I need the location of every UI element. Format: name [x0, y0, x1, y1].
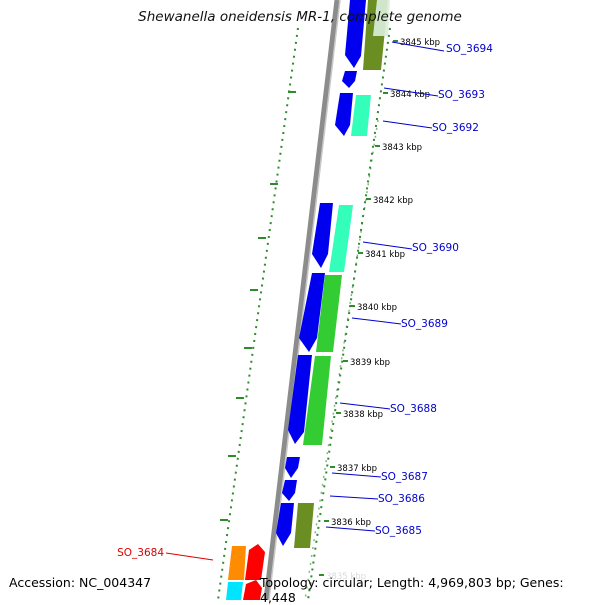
- gene-label: SO_3692: [432, 122, 479, 134]
- gene-label: SO_3690: [412, 242, 459, 254]
- gene-label-leader: [329, 495, 379, 500]
- gene-so3688-arrow: [288, 355, 312, 444]
- forward-genes: [276, 0, 366, 546]
- gene-label-leader: [325, 526, 376, 532]
- gene-so3693-arrow: [342, 71, 357, 88]
- ruler-label: 3844 kbp: [390, 90, 430, 100]
- gene-red-1: [245, 544, 265, 580]
- accession-text: Accession: NC_004347: [9, 575, 152, 590]
- inner-genes: [226, 0, 390, 600]
- ruler-label: 3838 kbp: [343, 410, 383, 420]
- gene-so3685-arrow: [276, 503, 294, 546]
- ruler-label: 3842 kbp: [373, 196, 413, 206]
- kbp-ruler: 3845 kbp 3844 kbp 3843 kbp 3842 kbp 3841 kbp…: [319, 38, 440, 582]
- gene-label-leader: [382, 120, 433, 129]
- gene-label-leader: [362, 241, 413, 250]
- ruler-label: 3841 kbp: [365, 250, 405, 260]
- gene-label-leader: [331, 472, 382, 478]
- topology-text: Topology: circular; Length: 4,969,803 bp…: [260, 575, 564, 605]
- gene-labels: SO_3694 SO_3693 SO_3692 SO_3690 SO_3689 SO_36…: [117, 41, 493, 561]
- gene-cyan-1: [226, 582, 243, 600]
- gene-olive-2: [294, 503, 314, 548]
- ruler-label: 3840 kbp: [357, 303, 397, 313]
- ruler-label: 3839 kbp: [350, 358, 390, 368]
- outer-tick-marks: [220, 91, 296, 521]
- gene-aqua-2: [329, 205, 353, 272]
- gene-label-leader: [351, 317, 402, 325]
- gene-label-leader: [383, 87, 439, 97]
- gene-label: SO_3687: [381, 471, 428, 483]
- gene-so3694-arrow: [345, 0, 366, 68]
- gene-red-2: [243, 580, 262, 600]
- gene-label: SO_3684: [117, 547, 164, 559]
- gene-label-leader: [391, 41, 445, 52]
- gene-so3687-arrow: [285, 457, 300, 478]
- gene-so3689-arrow: [299, 273, 325, 352]
- ruler-label: 3843 kbp: [382, 143, 422, 153]
- gene-so3686-arrow: [282, 480, 297, 501]
- far-inner-dotted-guide: [304, 119, 379, 600]
- gene-so3692-arrow: [335, 93, 353, 136]
- gene-label-leader: [165, 552, 214, 561]
- gene-pale-1: [373, 0, 390, 36]
- ruler-label: 3837 kbp: [337, 464, 377, 474]
- gene-aqua-1: [351, 95, 371, 136]
- gene-label: SO_3686: [378, 493, 425, 505]
- gene-label-leader: [339, 402, 391, 410]
- gene-label: SO_3689: [401, 318, 448, 330]
- ruler-label: 3835 kbp: [326, 572, 366, 582]
- ruler-label: 3845 kbp: [400, 38, 440, 48]
- ruler-label: 3836 kbp: [331, 518, 371, 528]
- gene-so3690-arrow: [312, 203, 333, 268]
- gene-label: SO_3685: [375, 525, 422, 537]
- gene-label: SO_3694: [446, 43, 493, 55]
- outer-dotted-guide: [217, 27, 299, 600]
- gene-label: SO_3688: [390, 403, 437, 415]
- gene-orange-1: [228, 546, 246, 580]
- gene-green-1: [316, 275, 342, 352]
- genome-backbone: [263, 0, 341, 600]
- gene-green-2: [303, 356, 331, 445]
- gene-label: SO_3693: [438, 89, 485, 101]
- inner-dotted-guide: [307, 27, 391, 600]
- genome-title: Shewanella oneidensis MR-1, complete gen…: [138, 9, 462, 25]
